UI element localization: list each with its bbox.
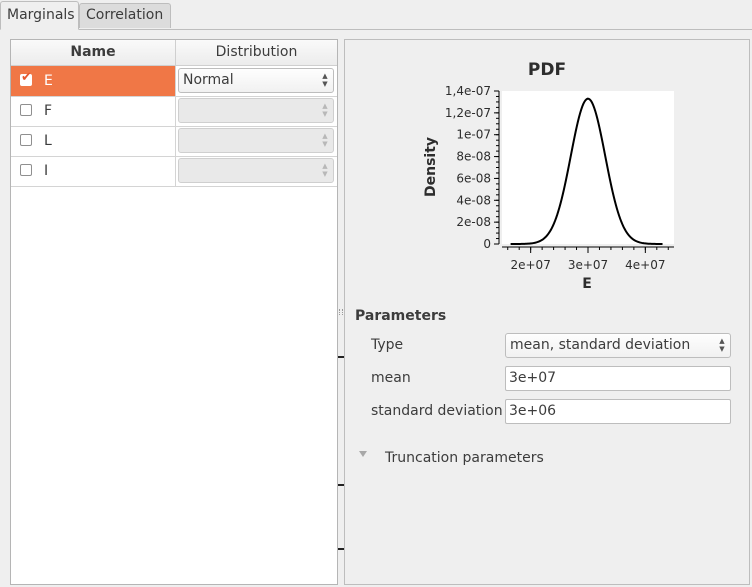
triangle-down-icon [359,451,367,457]
splitter-mark [338,484,344,486]
y-tick-label: 8e-08 [456,150,491,164]
distribution-select: ▲ ▼ [178,128,334,153]
name-cell[interactable]: L [11,126,176,156]
y-tick-label: 2e-08 [456,215,491,229]
tab-correlation[interactable]: Correlation [79,3,171,28]
tab-bar: Marginals Correlation [0,0,752,30]
grip-icon [339,309,343,315]
y-ticks: 0 2e-08 4e-08 6e-08 8e-08 1e-07 1,2e-07 1,4e-07 [445,84,499,251]
type-label: Type [371,337,404,353]
splitter-mark [338,548,344,550]
splitter-mark [338,356,344,358]
checkbox-E[interactable]: ✔ [20,70,32,86]
updown-arrows-icon: ▲ ▼ [719,337,725,353]
plot-area [502,91,674,244]
table-row[interactable]: I ▲ ▼ [11,156,337,187]
variable-name: I [44,163,49,179]
variable-name: E [44,73,53,89]
table-row[interactable]: ✔ E Normal ▲ ▼ [11,66,337,97]
checkbox-F[interactable] [20,104,32,116]
std-label: standard deviation [371,403,503,419]
updown-arrows-icon: ▲ ▼ [322,162,328,178]
y-tick-label: 4e-08 [456,193,491,207]
x-tick-label: 4e+07 [625,258,665,272]
table-row[interactable]: L ▲ ▼ [11,126,337,157]
name-cell[interactable]: I [11,156,176,186]
pdf-curve [510,97,663,245]
column-header-distribution[interactable]: Distribution [215,44,298,60]
x-tick-label: 3e+07 [568,258,608,272]
variable-name: L [44,133,52,149]
check-icon: ✔ [21,70,32,85]
checkbox-I[interactable] [20,164,32,176]
y-tick-label: 1e-07 [456,128,491,142]
distribution-panel: PDF 0 2e-08 4e-08 6e-08 8e-08 1e-07 1,2e-07 1,4… [344,39,750,585]
y-tick-label: 1,4e-07 [445,84,491,98]
mean-label: mean [371,370,411,386]
table-header: Name Distribution [11,40,337,66]
name-cell[interactable]: F [11,96,176,126]
y-axis-label: Density [423,137,439,197]
tab-marginals[interactable]: Marginals [0,1,79,30]
parameter-type-value: mean, standard deviation [510,337,691,353]
distribution-select: ▲ ▼ [178,158,334,183]
x-axis-label: E [582,276,592,292]
parameter-type-select[interactable]: mean, standard deviation ▲ ▼ [505,333,731,358]
truncation-label: Truncation parameters [385,450,544,466]
updown-arrows-icon: ▲ ▼ [322,132,328,148]
variable-name: F [44,103,53,119]
pdf-chart: 0 2e-08 4e-08 6e-08 8e-08 1e-07 1,2e-07 1,4e-07… [423,84,674,292]
truncation-toggle[interactable]: Truncation parameters [359,450,544,466]
table-row[interactable]: F ▲ ▼ [11,96,337,127]
column-header-name[interactable]: Name [11,40,176,65]
updown-arrows-icon: ▲ ▼ [322,72,328,88]
parameters-title: Parameters [355,308,447,324]
checkbox-L[interactable] [20,134,32,146]
name-cell[interactable]: ✔ E [11,66,176,96]
updown-arrows-icon: ▲ ▼ [322,102,328,118]
y-tick-label: 6e-08 [456,171,491,185]
distribution-select[interactable]: Normal ▲ ▼ [178,68,334,93]
splitter-handle[interactable] [338,39,344,585]
y-tick-label: 1,2e-07 [445,106,491,120]
chart-title: PDF [527,60,567,80]
y-tick-label: 0 [483,237,491,251]
x-tick-label: 2e+07 [510,258,550,272]
x-ticks: 2e+07 3e+07 4e+07 [507,247,669,272]
variables-table: Name Distribution ✔ E Normal ▲ ▼ F ▲ ▼ L ▲… [10,39,338,585]
distribution-select: ▲ ▼ [178,98,334,123]
mean-input[interactable]: 3e+07 [505,366,731,391]
distribution-value: Normal [183,72,234,88]
std-input[interactable]: 3e+06 [505,399,731,424]
